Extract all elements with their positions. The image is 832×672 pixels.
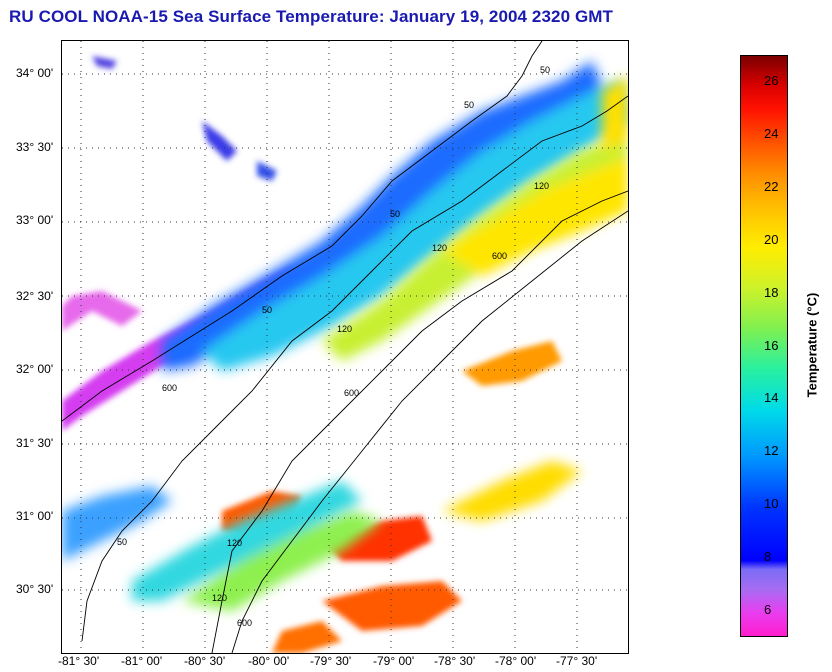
lat-label: 32° 00': [16, 362, 54, 376]
cold-shelf-water: [62, 56, 302, 431]
lat-label: 32° 30': [16, 289, 54, 303]
colorbar-tick: 20: [764, 232, 779, 247]
colorbar-tick: 24: [764, 126, 779, 141]
lon-label: -80° 30': [184, 654, 226, 668]
isobath-600: [231, 210, 628, 653]
contour-label: 600: [162, 383, 177, 393]
contour-label: 120: [212, 593, 227, 603]
colorbar-tick: 12: [764, 443, 779, 458]
south-shelf-water: [62, 461, 582, 611]
gulf-stream-edge: [322, 76, 628, 361]
bathymetry-contours: [62, 41, 628, 653]
contour-label: 600: [237, 618, 252, 628]
mid-shelf-water: [162, 61, 628, 371]
colorbar-tick: 26: [764, 73, 779, 88]
sst-map[interactable]: 50 50 50 50 50 120 120 120 120 120 600 6…: [61, 40, 629, 654]
colorbar-tick: 16: [764, 338, 779, 353]
isobath-120: [211, 190, 628, 653]
colorbar-tick: 10: [764, 496, 779, 511]
graticule: [62, 41, 628, 653]
contour-label: 50: [540, 65, 550, 75]
contour-label: 600: [492, 251, 507, 261]
lat-label: 33° 00': [16, 213, 54, 227]
sst-image: 50 50 50 50 50 120 120 120 120 120 600 6…: [62, 41, 628, 653]
colorbar: [740, 55, 788, 637]
lon-label: -77° 30': [556, 654, 598, 668]
lat-label: 31° 00': [16, 509, 54, 523]
contour-label: 50: [262, 305, 272, 315]
lat-label: 34° 00': [16, 66, 54, 80]
lon-label: -78° 00': [495, 654, 537, 668]
colorbar-tick: 14: [764, 390, 779, 405]
lon-label: -81° 00': [121, 654, 163, 668]
lon-label: -78° 30': [434, 654, 476, 668]
contour-label: 120: [227, 538, 242, 548]
lat-label: 30° 30': [16, 582, 54, 596]
lon-label: -79° 30': [310, 654, 352, 668]
map-title: RU COOL NOAA-15 Sea Surface Temperature:…: [9, 7, 614, 26]
colorbar-tick: 22: [764, 179, 779, 194]
lat-label: 33° 30': [16, 140, 54, 154]
contour-label: 120: [432, 243, 447, 253]
colorbar-tick: 8: [764, 549, 772, 564]
lon-label: -79° 00': [373, 654, 415, 668]
isobath-50: [81, 95, 628, 642]
lon-label: -81° 30': [58, 654, 100, 668]
contour-label: 120: [534, 181, 549, 191]
contour-label: 600: [344, 388, 359, 398]
lat-label: 31° 30': [16, 436, 54, 450]
colorbar-label: Temperature (°C): [804, 292, 820, 398]
contour-label: 50: [390, 209, 400, 219]
lon-label: -80° 00': [248, 654, 290, 668]
contour-label: 50: [117, 537, 127, 547]
contour-label: 50: [464, 100, 474, 110]
warm-filaments: [222, 341, 562, 653]
coastline: [62, 41, 543, 422]
contour-label: 120: [337, 324, 352, 334]
colorbar-tick: 6: [764, 602, 772, 617]
colorbar-tick: 18: [764, 285, 779, 300]
